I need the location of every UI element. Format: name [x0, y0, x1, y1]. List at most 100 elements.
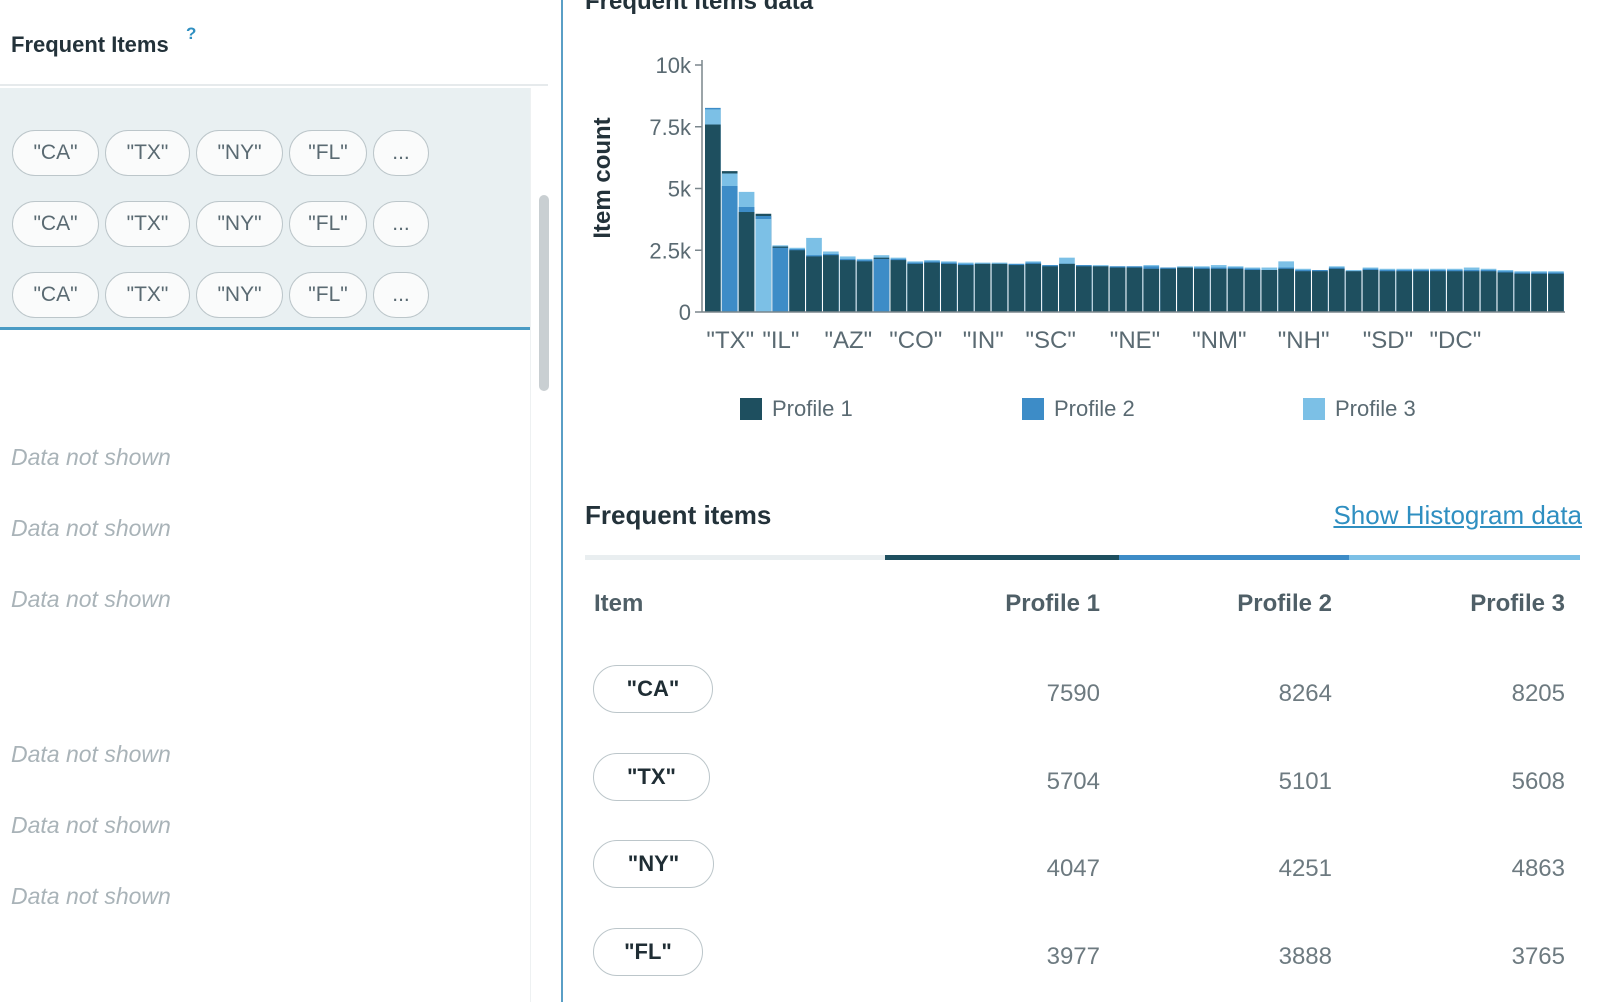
- tab-segment-profile-3[interactable]: [1349, 555, 1580, 560]
- table-cell: 3977: [1046, 943, 1100, 970]
- legend-swatch: [740, 398, 762, 420]
- bar: [738, 212, 755, 312]
- bar: [806, 256, 822, 312]
- chip-row: "CA" "TX" "NY" "FL" ...: [12, 201, 429, 247]
- item-pill[interactable]: "NY": [593, 840, 714, 888]
- left-header: Frequent Items ?: [0, 0, 548, 86]
- data-not-shown-label: Data not shown: [11, 741, 171, 767]
- data-not-shown-label: Data not shown: [11, 444, 171, 470]
- y-tick-label: 7.5k: [649, 115, 692, 140]
- table-cell: 5608: [1511, 768, 1565, 795]
- x-tick-label: "NH": [1278, 327, 1330, 354]
- item-chip[interactable]: "CA": [12, 130, 99, 176]
- chart-panel-title: Frequent items data: [585, 0, 814, 15]
- x-axis: "TX" "IL" "AZ" "CO" "IN" "SC" "NE" "NM" "NH" "SD"…: [702, 311, 1565, 354]
- panel-divider: [561, 0, 563, 1002]
- y-tick-label: 5k: [668, 177, 692, 202]
- item-chip[interactable]: "TX": [105, 272, 190, 318]
- data-not-shown-label: Data not shown: [11, 515, 171, 541]
- bar: [1531, 273, 1547, 312]
- bar: [755, 219, 772, 312]
- bar: [1008, 265, 1025, 312]
- bar: [823, 255, 839, 312]
- table-cell: 5704: [1046, 768, 1100, 795]
- left-panel: Frequent Items ? "CA" "TX" "NY" "FL" ...…: [0, 0, 550, 1002]
- bar: [1480, 271, 1497, 312]
- item-pill[interactable]: "FL": [593, 928, 703, 976]
- bar: [1345, 271, 1362, 312]
- bar: [1396, 271, 1413, 312]
- bar: [1143, 268, 1160, 312]
- bar: [1362, 270, 1379, 312]
- y-tick-label: 10k: [656, 53, 692, 78]
- tab-indicator-bar: [585, 555, 1580, 560]
- tab-segment-profile-1[interactable]: [885, 555, 1119, 560]
- bar: [1227, 268, 1244, 312]
- legend-swatch: [1303, 398, 1325, 420]
- legend-item-profile-3[interactable]: Profile 3: [1303, 396, 1416, 422]
- legend-item-profile-2[interactable]: Profile 2: [1022, 396, 1135, 422]
- x-tick-label: "NE": [1110, 327, 1160, 354]
- legend-label: Profile 1: [772, 396, 853, 421]
- frequent-items-bar-chart: Item count 0 2.5k 5k 7.5k 10k "TX" "IL" "AZ" "C…: [589, 53, 1565, 354]
- bar: [1430, 271, 1446, 312]
- bar: [1278, 268, 1294, 312]
- data-not-shown-label: Data not shown: [11, 812, 171, 838]
- section-title: Frequent items: [585, 500, 772, 530]
- tab-segment-profile-2[interactable]: [1119, 555, 1349, 560]
- table-cell: 7590: [1046, 680, 1100, 707]
- x-tick-label: "SD": [1363, 327, 1413, 354]
- item-chip[interactable]: "FL": [289, 130, 367, 176]
- item-chip[interactable]: "CA": [12, 272, 99, 318]
- legend-item-profile-1[interactable]: Profile 1: [740, 396, 853, 422]
- scrollbar-thumb[interactable]: [539, 195, 549, 391]
- bar: [1025, 263, 1042, 312]
- bar: [1160, 268, 1176, 312]
- scrollbar-track[interactable]: [530, 88, 541, 1002]
- item-pill[interactable]: "TX": [593, 753, 710, 801]
- y-axis: 0 2.5k 5k 7.5k 10k: [649, 53, 703, 325]
- help-icon[interactable]: ?: [186, 24, 197, 43]
- table-cell: 8264: [1278, 680, 1332, 707]
- panel-title: Frequent Items: [11, 32, 169, 57]
- item-pill[interactable]: "CA": [593, 665, 713, 713]
- more-items-chip[interactable]: ...: [373, 201, 429, 247]
- item-chip[interactable]: "FL": [289, 272, 367, 318]
- y-tick-label: 0: [679, 300, 691, 325]
- bar: [1446, 271, 1463, 312]
- table-cell: 4251: [1278, 855, 1332, 882]
- bars-group: [705, 107, 1564, 312]
- bar: [1194, 268, 1210, 312]
- table-cell: 8205: [1511, 680, 1565, 707]
- bar: [1210, 268, 1227, 312]
- item-chip[interactable]: "TX": [105, 201, 190, 247]
- item-chip[interactable]: "TX": [105, 130, 190, 176]
- legend-label: Profile 2: [1054, 396, 1135, 421]
- item-chip[interactable]: "CA": [12, 201, 99, 247]
- x-tick-label: "SC": [1025, 327, 1075, 354]
- bar: [1379, 271, 1396, 312]
- bar: [1109, 267, 1126, 312]
- more-items-chip[interactable]: ...: [373, 272, 429, 318]
- bar: [1059, 263, 1075, 312]
- more-items-chip[interactable]: ...: [373, 130, 429, 176]
- show-histogram-link[interactable]: Show Histogram data: [1333, 500, 1582, 530]
- bar: [1075, 266, 1092, 312]
- bar: [924, 262, 940, 312]
- tab-segment: [585, 555, 885, 560]
- x-tick-label: "DC": [1430, 327, 1482, 354]
- item-chip[interactable]: "FL": [289, 201, 367, 247]
- bar: [1244, 270, 1261, 312]
- bar: [1092, 266, 1109, 312]
- x-tick-label: "IN": [963, 327, 1004, 354]
- table-cell: 5101: [1278, 768, 1332, 795]
- item-chip[interactable]: "NY": [196, 201, 283, 247]
- frequent-items-chip-area: "CA" "TX" "NY" "FL" ... "CA" "TX" "NY" "…: [0, 88, 530, 330]
- bar: [789, 250, 805, 312]
- bar: [890, 260, 907, 312]
- item-chip[interactable]: "NY": [196, 130, 283, 176]
- legend-swatch: [1022, 398, 1044, 420]
- bar: [907, 263, 924, 312]
- item-chip[interactable]: "NY": [196, 272, 283, 318]
- x-tick-label: "TX": [706, 327, 754, 354]
